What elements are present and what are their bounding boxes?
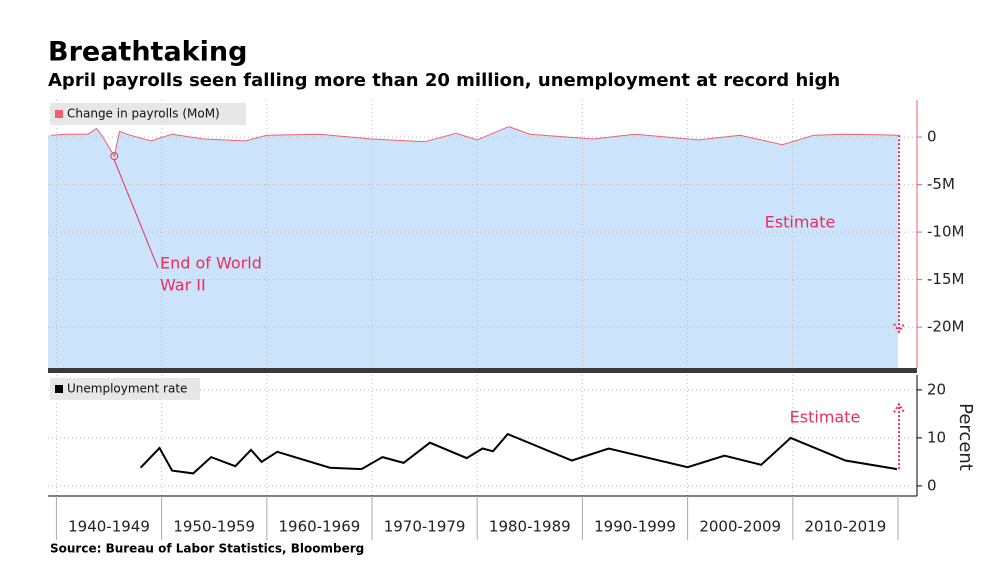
series-line [139, 432, 898, 475]
annotation-text: War II [160, 276, 206, 295]
legend-label: Change in payrolls (MoM) [67, 107, 220, 121]
x-tick-label: 1970-1979 [384, 518, 466, 536]
chart-title: Breathtaking [48, 37, 247, 68]
y-tick-label: 10 [927, 428, 946, 446]
legend-label: Unemployment rate [67, 382, 187, 396]
x-tick-label: 1980-1989 [489, 518, 571, 536]
x-tick-label: 2010-2019 [805, 518, 887, 536]
y-tick-label: -5M [927, 175, 955, 193]
y-tick-label: 0 [927, 476, 937, 494]
panel-separator [48, 368, 917, 373]
y-tick-label: -20M [927, 318, 964, 336]
legend-box [50, 103, 246, 125]
x-tick-label: 1940-1949 [68, 518, 150, 536]
annotation-point [110, 152, 119, 161]
annotation-leader [113, 159, 159, 269]
x-tick-label: 1990-1999 [594, 518, 676, 536]
arrow-head [893, 402, 905, 413]
y-tick-label: 20 [927, 380, 946, 398]
estimate-label: Estimate [790, 408, 861, 427]
y-axis-label: Percent [955, 403, 976, 471]
x-tick-label: 2000-2009 [699, 518, 781, 536]
x-tick-label: 1950-1959 [173, 518, 255, 536]
y-tick-label: -10M [927, 223, 964, 241]
legend-swatch [55, 110, 63, 118]
area [48, 126, 898, 368]
arrow-head [893, 323, 905, 334]
y-tick-label: -15M [927, 270, 964, 288]
legend-box [50, 378, 200, 400]
legend-swatch [55, 385, 63, 393]
annotation-text: End of World [160, 254, 262, 273]
y-tick-label: 0 [927, 128, 937, 146]
source: Source: Bureau of Labor Statistics, Bloo… [50, 542, 364, 556]
estimate-label: Estimate [765, 213, 836, 232]
chart-subtitle: April payrolls seen falling more than 20… [48, 70, 840, 91]
x-tick-label: 1960-1969 [279, 518, 361, 536]
series-line [51, 126, 899, 158]
